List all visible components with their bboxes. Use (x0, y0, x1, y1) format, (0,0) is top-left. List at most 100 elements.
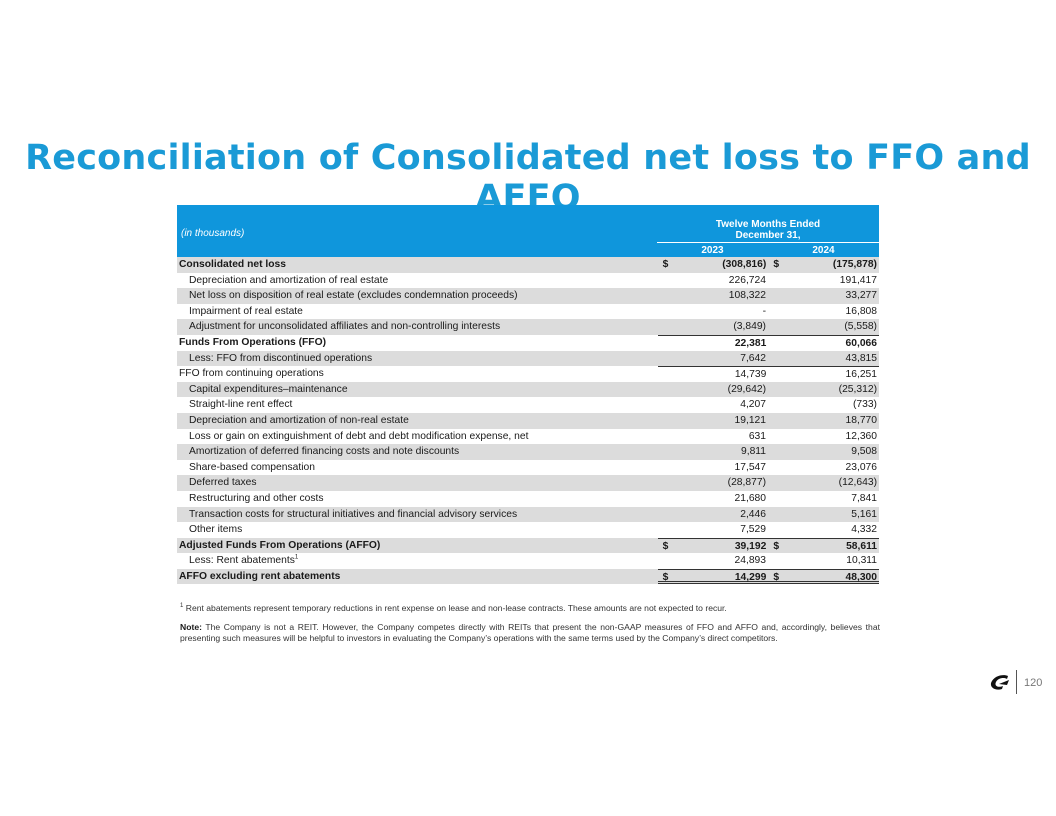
row-value: 43,815 (845, 352, 878, 364)
row-value: 22,381 (657, 334, 769, 351)
row-value: $ (308,816) (658, 257, 769, 273)
row-value: 631 (748, 430, 766, 442)
row-label: Depreciation and amortization of real es… (189, 274, 389, 286)
table-row: Depreciation and amortization of non-rea… (177, 412, 879, 429)
row-label: Other items (189, 524, 243, 536)
dollar-sign: $ (773, 540, 780, 552)
row-value: 7,529 (740, 524, 766, 536)
dollar-sign: $ (662, 571, 669, 583)
table-row: Restructuring and other costs 21,680 7,841 (177, 491, 879, 507)
row-value: (3,849) (733, 321, 766, 333)
page-number: 120 (1024, 677, 1043, 689)
row-value: $14,299 (657, 568, 769, 585)
dollar-sign: $ (662, 259, 669, 270)
row-label: Share-based compensation (189, 461, 315, 473)
row-value: $48,300 (768, 568, 879, 585)
row-value: 23,076 (845, 461, 878, 473)
table-row: Amortization of deferred financing costs… (177, 444, 879, 460)
table-row: Adjusted Funds From Operations (AFFO) $39… (177, 537, 879, 554)
row-value: 12,360 (845, 430, 878, 442)
row-value: 24,893 (734, 555, 767, 567)
row-value: 14,739 (657, 366, 769, 382)
reconciliation-table: (in thousands) Twelve Months Ended Decem… (177, 205, 879, 585)
period-header: Twelve Months Ended December 31, (715, 219, 821, 241)
row-value: 108,322 (728, 290, 766, 302)
table-row: Net loss on disposition of real estate (… (177, 288, 879, 304)
row-label: Amortization of deferred financing costs… (189, 446, 460, 458)
row-value: (5,558) (844, 321, 877, 333)
dollar-sign: $ (662, 540, 669, 552)
dollar-sign: $ (773, 571, 780, 583)
table-row: Funds From Operations (FFO) 22,381 60,066 (177, 334, 879, 351)
row-label: Adjusted Funds From Operations (AFFO) (179, 539, 381, 551)
table-row: Impairment of real estate - 16,808 (177, 304, 879, 320)
row-value: $ (175,878) (768, 257, 879, 273)
row-value: 60,066 (768, 334, 879, 351)
row-value: 226,724 (728, 274, 766, 286)
row-value: - (762, 305, 766, 317)
row-value: 7,841 (851, 492, 877, 504)
row-label: Restructuring and other costs (189, 492, 324, 504)
row-value: 9,811 (740, 446, 766, 458)
row-value: 4,207 (740, 399, 766, 411)
row-value: (12,643) (838, 477, 877, 489)
row-value: 33,277 (845, 290, 878, 302)
table-row: Consolidated net loss $ (308,816) $ (175,878… (177, 257, 879, 273)
row-label: Depreciation and amortization of non-rea… (189, 414, 409, 426)
dollar-sign: $ (773, 259, 780, 270)
row-label: AFFO excluding rent abatements (179, 570, 341, 582)
row-value: (733) (852, 399, 877, 411)
row-label: Adjustment for unconsolidated affiliates… (189, 321, 501, 333)
table-row: Other items 7,529 4,332 (177, 522, 879, 538)
units-label: (in thousands) (181, 228, 245, 239)
row-label: Transaction costs for structural initiat… (189, 508, 518, 520)
row-label: Deferred taxes (189, 477, 257, 489)
table-row: Depreciation and amortization of real es… (177, 273, 879, 289)
year-headers: 2023 2024 (657, 242, 879, 258)
row-value: 21,680 (734, 492, 767, 504)
table-row: Less: FFO from discontinued operations 7,… (177, 350, 879, 367)
row-value: 191,417 (839, 274, 877, 286)
table-body: Consolidated net loss $ (308,816) $ (175,878… (177, 257, 879, 585)
row-label: Less: FFO from discontinued operations (189, 352, 373, 364)
page-divider (1016, 670, 1017, 694)
row-value: 16,251 (768, 366, 879, 382)
row-value: $58,611 (768, 537, 879, 554)
row-label: FFO from continuing operations (179, 368, 324, 380)
row-label: Consolidated net loss (179, 259, 286, 270)
company-logo-icon (990, 675, 1009, 690)
footnote: 1 Rent abatements represent temporary re… (180, 603, 727, 613)
row-value: 19,121 (734, 414, 767, 426)
row-value: (25,312) (838, 383, 877, 395)
table-row: Less: Rent abatements1 24,893 10,311 (177, 553, 879, 569)
row-label: Loss or gain on extinguishment of debt a… (189, 430, 529, 442)
row-value: (29,642) (727, 383, 766, 395)
row-value: 7,642 (740, 352, 766, 364)
table-header: (in thousands) Twelve Months Ended Decem… (177, 205, 879, 257)
year-header: 2024 (812, 245, 835, 256)
row-label: Capital expenditures–maintenance (189, 383, 348, 395)
row-value: 10,311 (846, 555, 877, 567)
page-title: Reconciliation of Consolidated net loss … (25, 138, 1031, 218)
table-row: Adjustment for unconsolidated affiliates… (177, 319, 879, 335)
row-value: 17,547 (734, 461, 767, 473)
row-value: 5,161 (851, 508, 877, 520)
row-label: Net loss on disposition of real estate (… (189, 290, 518, 302)
year-header: 2023 (701, 245, 724, 256)
table-row: Deferred taxes (28,877) (12,643) (177, 475, 879, 491)
row-value: 2,446 (740, 508, 766, 520)
row-label: Straight-line rent effect (189, 399, 293, 411)
row-value: 9,508 (851, 446, 877, 458)
table-row: Share-based compensation 17,547 23,076 (177, 460, 879, 476)
row-value: 16,808 (845, 305, 878, 317)
table-row: Loss or gain on extinguishment of debt a… (177, 429, 879, 445)
row-value: (28,877) (727, 477, 766, 489)
table-row: Transaction costs for structural initiat… (177, 506, 879, 523)
table-row: Straight-line rent effect 4,207 (733) (177, 397, 879, 413)
table-row: AFFO excluding rent abatements $14,299 $48… (177, 568, 879, 585)
row-label: Funds From Operations (FFO) (179, 336, 327, 348)
row-value: $39,192 (657, 537, 769, 554)
table-row: FFO from continuing operations 14,739 16,2… (177, 366, 879, 382)
row-value: 4,332 (851, 524, 877, 536)
row-label: Impairment of real estate (189, 305, 303, 317)
